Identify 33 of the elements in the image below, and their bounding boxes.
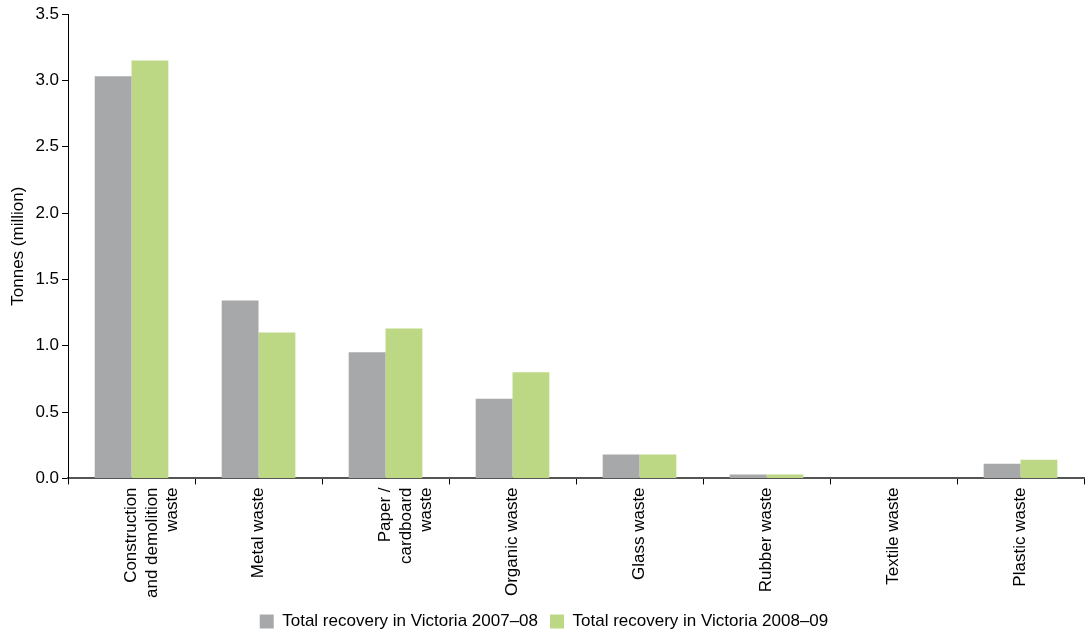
bar (348, 352, 386, 478)
bar (221, 300, 259, 478)
bar (94, 76, 132, 478)
bar (639, 454, 677, 478)
y-tick-label: 2.0 (35, 202, 60, 222)
x-tick-label: Plastic waste (1010, 487, 1030, 587)
bar (602, 454, 640, 478)
bar (766, 474, 804, 478)
y-tick-label: 1.0 (35, 335, 60, 355)
x-tick-label: Rubber waste (756, 487, 776, 593)
y-tick-label: 2.5 (35, 136, 60, 156)
y-tick-label: 0.5 (35, 401, 60, 421)
bar (512, 372, 550, 478)
bar (385, 328, 423, 478)
y-axis-title: Tonnes (million) (7, 186, 27, 306)
x-tick-label: Construction and demolition waste (121, 487, 182, 598)
x-tick-label: Paper / cardboard waste (375, 487, 436, 564)
bar (1020, 459, 1058, 478)
bar (258, 332, 296, 478)
y-tick-label: 3.0 (35, 70, 60, 90)
x-tick-label: Glass waste (629, 487, 649, 581)
x-tick-label: Organic waste (502, 487, 522, 597)
bar (131, 60, 169, 478)
legend-label: Total recovery in Victoria 2008–09 (572, 611, 829, 631)
x-tick-label: Textile waste (883, 487, 903, 585)
legend-label: Total recovery in Victoria 2007–08 (282, 611, 538, 631)
bar (983, 463, 1021, 478)
y-tick-label: 1.5 (35, 269, 60, 289)
y-tick-label: 3.5 (35, 3, 60, 23)
x-tick-label: Metal waste (248, 487, 268, 579)
bar (475, 398, 513, 478)
y-tick-label: 0.0 (35, 468, 60, 488)
bar (729, 474, 767, 478)
